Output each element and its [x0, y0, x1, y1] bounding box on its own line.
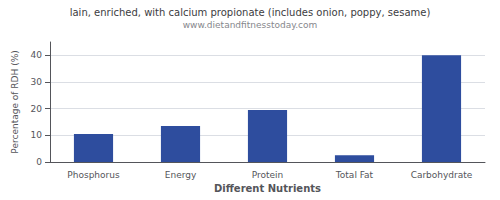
svg-text:lain, enriched, with calcium p: lain, enriched, with calcium propionate … — [70, 7, 431, 18]
svg-text:30: 30 — [31, 77, 43, 87]
svg-text:20: 20 — [31, 104, 43, 114]
svg-text:0: 0 — [36, 157, 42, 167]
svg-text:Energy: Energy — [165, 170, 197, 180]
svg-text:Phosphorus: Phosphorus — [67, 170, 120, 180]
svg-text:Percentage of RDH (%): Percentage of RDH (%) — [10, 50, 20, 153]
svg-text:Different Nutrients: Different Nutrients — [214, 183, 321, 194]
svg-text:10: 10 — [31, 130, 43, 140]
svg-text:www.dietandfitnesstoday.com: www.dietandfitnesstoday.com — [183, 20, 318, 30]
svg-text:40: 40 — [31, 50, 43, 60]
svg-text:Protein: Protein — [252, 170, 284, 180]
svg-text:Total Fat: Total Fat — [335, 170, 374, 180]
svg-text:Carbohydrate: Carbohydrate — [411, 170, 473, 180]
